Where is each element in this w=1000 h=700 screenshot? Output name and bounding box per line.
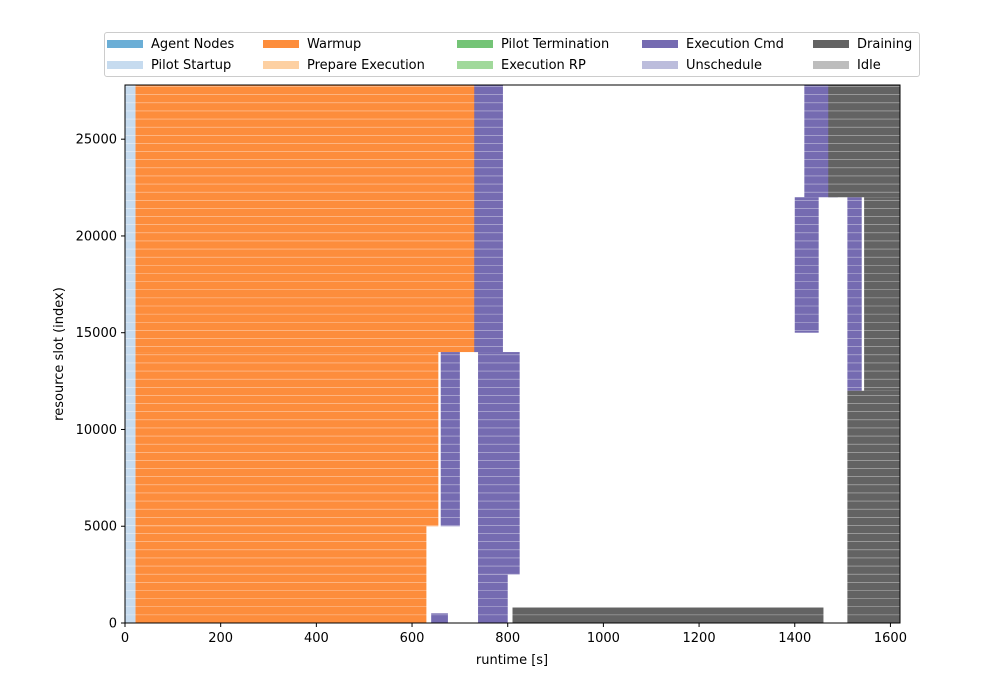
x-tick-label: 200: [208, 631, 233, 646]
y-axis: 0 5000 10000 15000 20000 25000: [76, 133, 125, 632]
legend-item: Draining: [813, 35, 912, 53]
gantt-segment: [440, 352, 460, 527]
legend-swatch: [263, 61, 299, 69]
gantt-segment: [864, 197, 900, 391]
legend-label: Prepare Execution: [307, 57, 425, 73]
y-tick-label: 5000: [84, 520, 117, 535]
x-tick-label: 1000: [587, 631, 620, 646]
legend-item: Pilot Termination: [457, 35, 609, 53]
x-tick-label: 600: [400, 631, 425, 646]
legend-label: Warmup: [307, 36, 362, 52]
y-tick-label: 0: [109, 617, 117, 632]
legend-label: Agent Nodes: [151, 36, 235, 52]
gantt-segment: [794, 197, 819, 333]
legend-label: Unschedule: [686, 57, 763, 73]
gantt-segment: [847, 197, 862, 391]
legend-swatch: [107, 61, 143, 69]
legend-label: Draining: [857, 36, 913, 52]
legend-swatch: [457, 40, 493, 48]
legend-swatch: [642, 40, 678, 48]
legend-swatch: [457, 61, 493, 69]
x-tick-label: 800: [495, 631, 520, 646]
x-axis-label: runtime [s]: [476, 653, 548, 668]
legend-item: Execution RP: [457, 56, 586, 74]
x-tick-label: 1200: [683, 631, 716, 646]
legend-swatch: [642, 61, 678, 69]
gantt-segment: [135, 352, 439, 527]
x-tick-label: 400: [304, 631, 329, 646]
legend: Agent Nodes Pilot Startup Warmup Prepare Ex…: [104, 32, 920, 77]
y-tick-label: 10000: [76, 423, 117, 438]
legend-item: Idle: [813, 56, 881, 74]
legend-label: Pilot Startup: [151, 57, 232, 73]
gantt-segment: [125, 85, 136, 623]
legend-item: Execution Cmd: [642, 35, 784, 53]
legend-swatch: [107, 40, 143, 48]
legend-swatch: [813, 61, 849, 69]
legend-label: Idle: [857, 57, 881, 73]
legend-swatch: [813, 40, 849, 48]
legend-item: Unschedule: [642, 56, 762, 74]
x-axis: 0 200 400 600 800 1000 1200 1400 1600: [121, 623, 907, 646]
gantt-segment: [474, 85, 503, 353]
x-tick-label: 0: [121, 631, 129, 646]
x-tick-label: 1600: [874, 631, 907, 646]
gantt-segment: [431, 613, 448, 623]
plot-area: [125, 85, 900, 624]
y-axis-label: resource slot (index): [52, 287, 67, 421]
gantt-segment: [512, 607, 824, 623]
legend-item: Warmup: [263, 35, 361, 53]
y-tick-label: 25000: [76, 133, 117, 148]
gantt-segment: [828, 85, 900, 198]
gantt-segment: [135, 85, 480, 353]
x-tick-label: 1400: [778, 631, 811, 646]
legend-label: Pilot Termination: [501, 36, 610, 52]
legend-label: Execution Cmd: [686, 36, 784, 52]
legend-label: Execution RP: [501, 57, 586, 73]
gantt-segment: [135, 526, 427, 623]
gantt-segment: [478, 352, 520, 575]
legend-item: Pilot Startup: [107, 56, 231, 74]
gantt-segment: [847, 390, 900, 623]
y-tick-label: 20000: [76, 229, 117, 244]
axes-frame: [124, 84, 901, 624]
legend-item: Prepare Execution: [263, 56, 425, 74]
y-tick-label: 15000: [76, 326, 117, 341]
legend-swatch: [263, 40, 299, 48]
legend-item: Agent Nodes: [107, 35, 234, 53]
